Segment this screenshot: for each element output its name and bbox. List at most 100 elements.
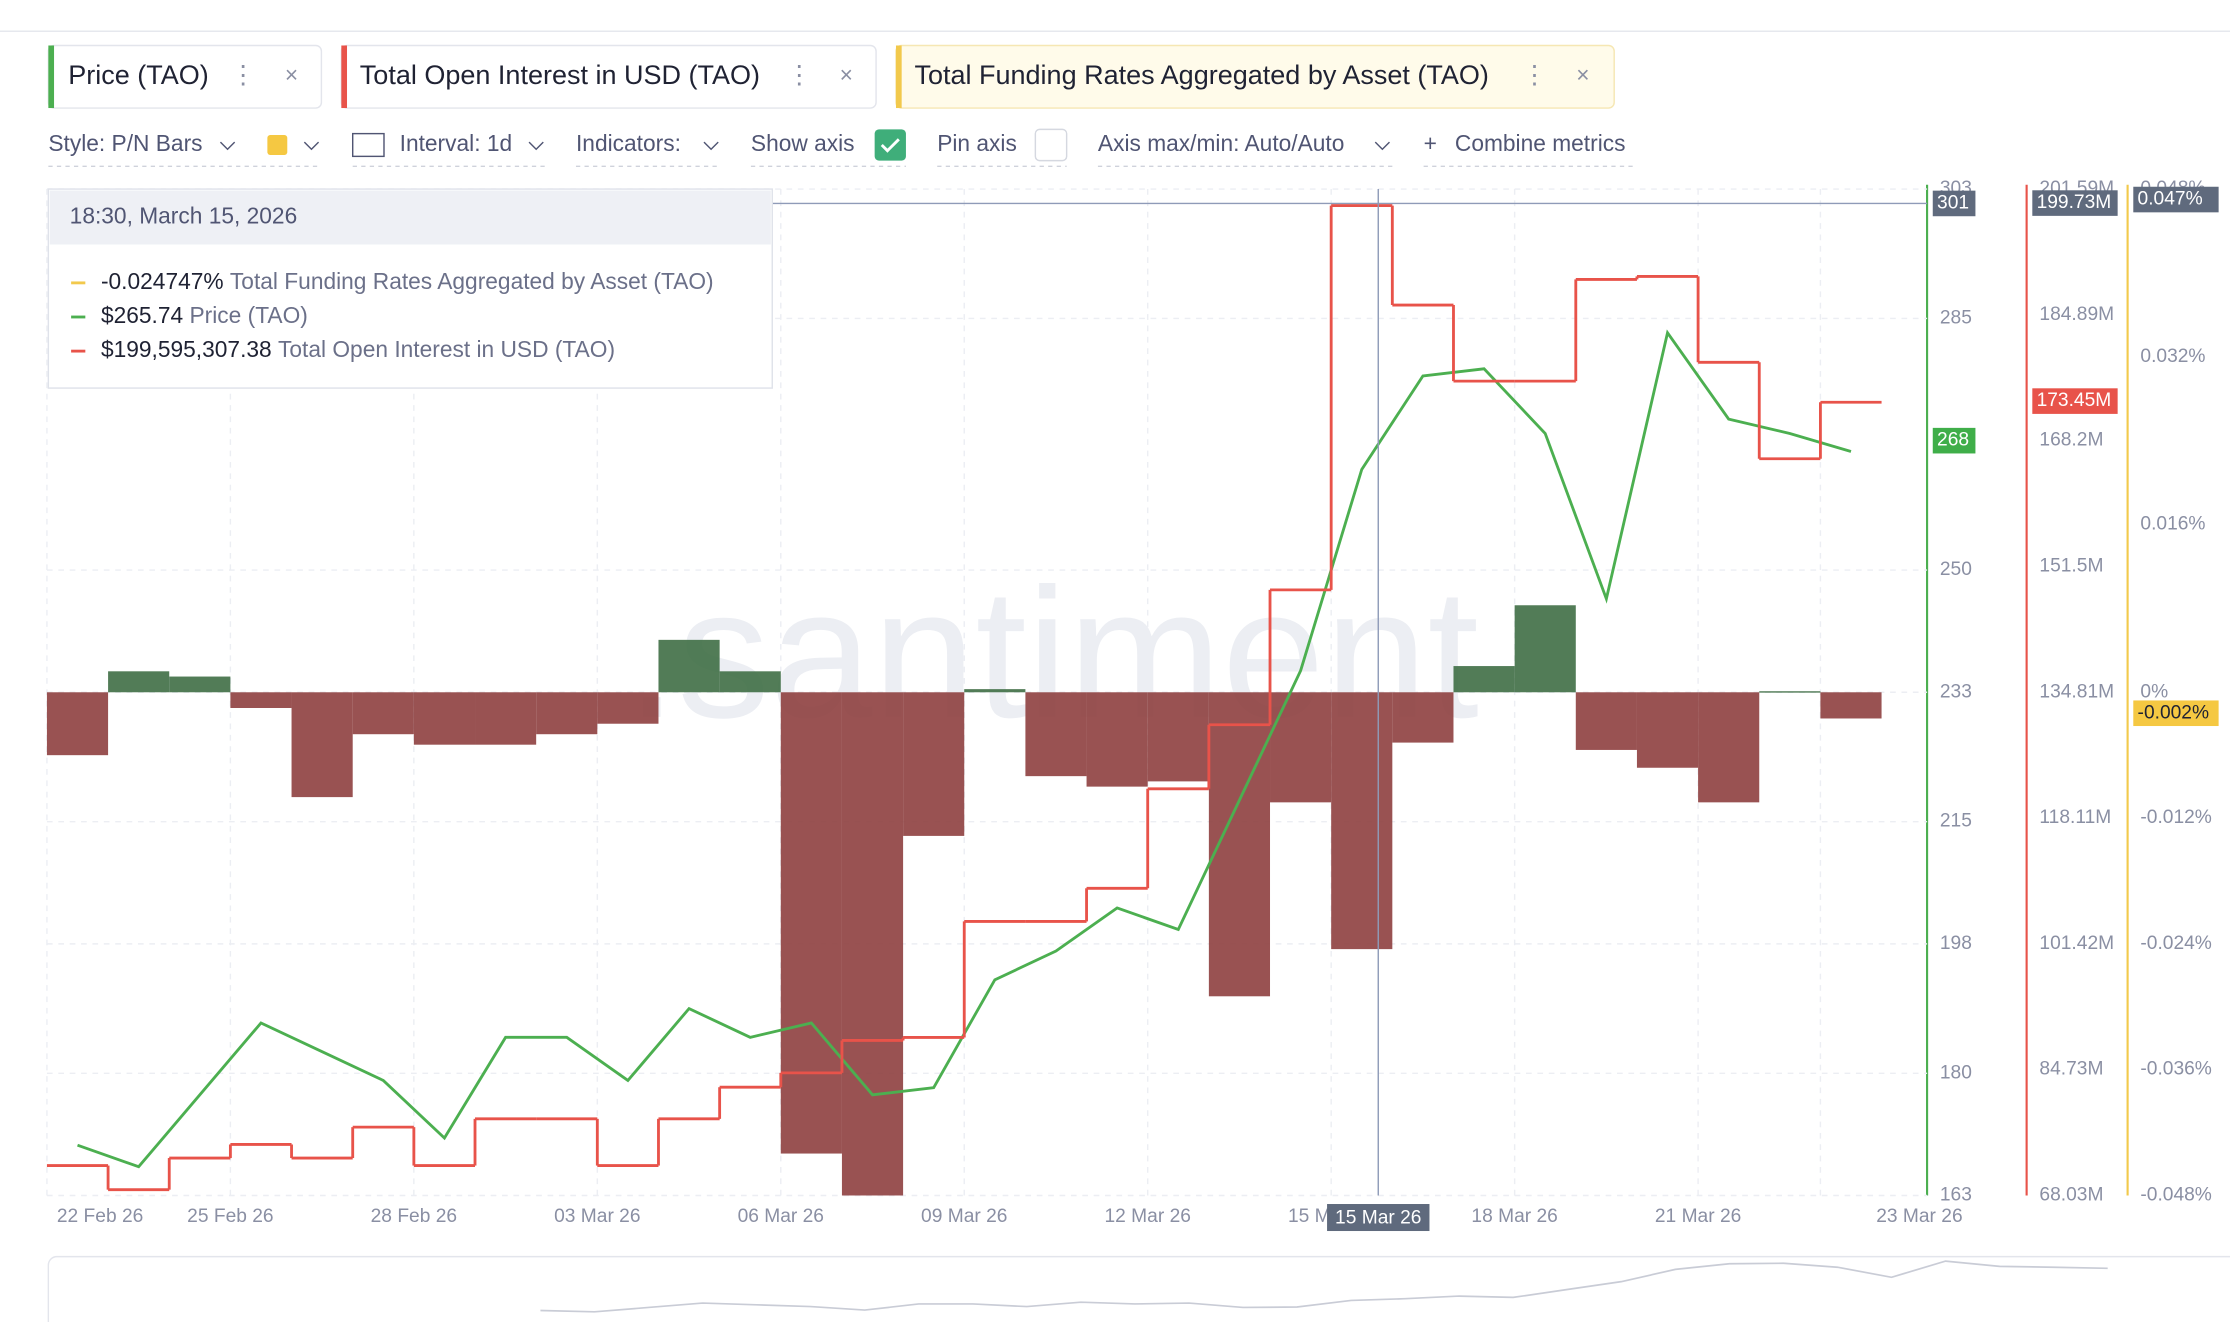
funding-bar [475, 692, 537, 745]
funding-bar [46, 692, 109, 756]
tooltip-header [49, 190, 771, 245]
funding-bar [903, 692, 965, 836]
close-icon[interactable]: × [285, 62, 298, 88]
y-tick-label: -0.048% [2140, 1185, 2211, 1206]
interval-select[interactable]: Interval: 1d [400, 130, 513, 156]
tooltip-value: -0.024747% [101, 268, 224, 294]
axis-value-label: 301 [1937, 193, 1969, 214]
chip-accent [48, 45, 55, 109]
x-tick-label: 06 Mar 26 [738, 1206, 824, 1227]
plus-icon: + [1424, 130, 1437, 156]
tooltip-title: 18:30, March 15, 2026 [70, 202, 298, 228]
y-tick-label: 68.03M [2039, 1185, 2103, 1206]
funding-bar [1636, 692, 1699, 768]
x-tick-label: 23 Mar 26 [1876, 1206, 1962, 1227]
chip-funding[interactable]: Total Funding Rates Aggregated by Asset … [895, 44, 1615, 109]
style-select[interactable]: Style: P/N Bars [48, 130, 202, 156]
y-tick-label: 101.42M [2039, 933, 2114, 954]
funding-bar [230, 692, 292, 708]
close-icon[interactable]: × [840, 62, 853, 88]
show-axis-checkbox[interactable] [874, 129, 906, 161]
funding-bar [108, 671, 170, 693]
funding-bar [1147, 692, 1209, 782]
axis-value-label: 199.73M [2037, 192, 2112, 213]
axis-value-badge [2032, 388, 2118, 414]
chip-label: Total Open Interest in USD (TAO) [360, 60, 760, 90]
x-tick-label: 28 Feb 26 [371, 1206, 457, 1227]
funding-bar [291, 692, 353, 798]
x-tick-label: 12 Mar 26 [1105, 1206, 1191, 1227]
x-tick-label: 22 Feb 26 [57, 1206, 143, 1227]
chip-accent [895, 45, 902, 109]
indicators-select[interactable]: Indicators: [576, 130, 681, 156]
pin-axis-label[interactable]: Pin axis [937, 130, 1017, 156]
funding-bar [1759, 691, 1821, 693]
plot: .santiment16318019821523325028530368.03M… [46, 178, 2219, 1232]
chevron [303, 141, 320, 151]
axis-value-badge [1932, 427, 1976, 454]
tooltip-row: $265.74 Price (TAO) [101, 302, 308, 328]
y-tick-label: 198 [1940, 933, 1972, 954]
funding-bar [1575, 692, 1637, 750]
y-tick-label: 0.032% [2140, 346, 2205, 367]
axis-range-select[interactable]: Axis max/min: Auto/Auto [1098, 130, 1344, 156]
funding-bar [1698, 692, 1760, 803]
chevron [703, 141, 719, 151]
funding-bar [1453, 666, 1515, 693]
pin-axis-checkbox[interactable] [1034, 128, 1068, 162]
chevron [1374, 141, 1390, 151]
show-axis-label[interactable]: Show axis [751, 130, 855, 156]
axis-value-label: 268 [1937, 430, 1969, 451]
checkmark [880, 138, 900, 153]
color-picker[interactable] [267, 135, 288, 155]
y-tick-label: -0.024% [2140, 933, 2211, 954]
chevron [528, 141, 544, 151]
y-tick-label: 118.11M [2039, 807, 2111, 828]
axis-value-badge [2133, 186, 2219, 213]
tooltip-metric: Total Open Interest in USD (TAO) [278, 336, 615, 362]
funding-bar [719, 671, 781, 693]
combine-metrics[interactable]: Combine metrics [1455, 130, 1626, 156]
menu-icon[interactable]: ⋮ [1522, 62, 1548, 90]
funding-bar [1086, 692, 1148, 787]
menu-icon[interactable]: ⋮ [230, 62, 256, 90]
navigator-preview [540, 1260, 2108, 1313]
crosshair-date: 15 Mar 26 [1335, 1207, 1421, 1228]
funding-bar [536, 692, 598, 735]
navigator[interactable] [47, 1255, 2230, 1322]
axis-value-badge [2032, 190, 2118, 216]
y-tick-label: 0.016% [2140, 514, 2205, 535]
options-row: Style: P/N Bars Interval: 1d Indicators:… [48, 128, 1635, 168]
x-tick-label: 25 Feb 26 [187, 1206, 273, 1227]
funding-bar [1392, 692, 1454, 743]
funding-bar [841, 692, 904, 1196]
funding-bar [597, 692, 659, 724]
x-tick-label: 18 Mar 26 [1471, 1206, 1557, 1227]
chip-label: Total Funding Rates Aggregated by Asset … [914, 60, 1488, 90]
funding-bar [1270, 692, 1332, 803]
axis-value-label: 0.047% [2138, 189, 2203, 210]
chevron [219, 141, 236, 151]
y-tick-label: 84.73M [2039, 1059, 2103, 1080]
y-tick-label: 250 [1940, 559, 1972, 580]
y-tick-label: 0% [2140, 681, 2168, 702]
crosshair-date-bg [1327, 1204, 1430, 1232]
tooltip-metric: Price (TAO) [190, 302, 308, 328]
funding-bar [658, 639, 720, 693]
tooltip-value: $199,595,307.38 [101, 336, 272, 362]
chip-oi[interactable]: Total Open Interest in USD (TAO) ⋮ × [340, 44, 877, 109]
menu-icon[interactable]: ⋮ [786, 62, 812, 90]
chip-price[interactable]: Price (TAO) ⋮ × [47, 44, 323, 109]
tooltip-row: $199,595,307.38 Total Open Interest in U… [101, 336, 615, 362]
funding-bar [1820, 692, 1882, 719]
x-tick-label: 21 Mar 26 [1655, 1206, 1741, 1227]
y-tick-label: 285 [1940, 308, 1972, 329]
axis-value-badge [2133, 700, 2219, 727]
y-tick-label: 151.5M [2039, 556, 2103, 577]
funding-bar [1025, 692, 1087, 777]
x-tick-label: 03 Mar 26 [554, 1206, 640, 1227]
close-icon[interactable]: × [1576, 62, 1589, 88]
x-tick-label: 09 Mar 26 [921, 1206, 1007, 1227]
